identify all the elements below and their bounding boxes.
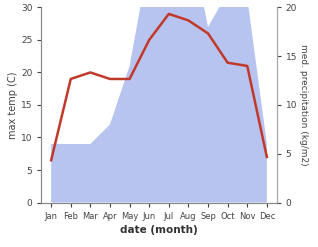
Y-axis label: max temp (C): max temp (C) <box>8 71 18 139</box>
Y-axis label: med. precipitation (kg/m2): med. precipitation (kg/m2) <box>299 44 308 166</box>
X-axis label: date (month): date (month) <box>120 225 198 235</box>
